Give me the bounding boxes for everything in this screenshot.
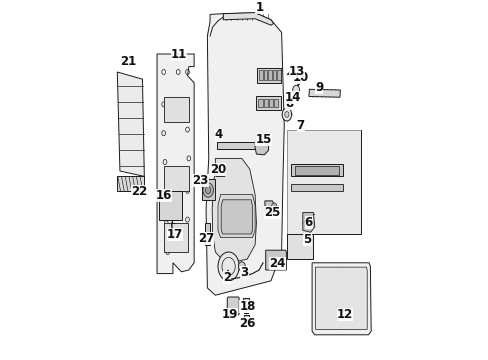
Text: 3: 3	[240, 266, 248, 279]
Text: 24: 24	[268, 257, 285, 270]
Text: 7: 7	[296, 119, 304, 132]
Text: 23: 23	[192, 174, 208, 187]
Text: 11: 11	[170, 48, 186, 61]
Text: 27: 27	[197, 232, 213, 245]
Circle shape	[292, 85, 299, 95]
Polygon shape	[272, 70, 275, 80]
Polygon shape	[258, 99, 262, 107]
Text: 2: 2	[223, 271, 231, 284]
Polygon shape	[263, 99, 267, 107]
Circle shape	[271, 203, 276, 210]
Polygon shape	[215, 165, 224, 176]
Polygon shape	[159, 191, 182, 220]
Polygon shape	[204, 223, 209, 245]
Polygon shape	[302, 212, 314, 232]
Polygon shape	[315, 267, 366, 329]
Text: 14: 14	[284, 91, 300, 104]
Circle shape	[238, 262, 245, 271]
Text: 6: 6	[304, 216, 312, 229]
FancyBboxPatch shape	[227, 297, 239, 315]
Text: 12: 12	[336, 308, 352, 321]
Text: 13: 13	[288, 65, 305, 78]
Polygon shape	[257, 68, 281, 83]
Circle shape	[203, 183, 213, 197]
Text: 25: 25	[264, 206, 280, 219]
Circle shape	[284, 112, 288, 117]
Polygon shape	[221, 200, 252, 234]
Polygon shape	[223, 13, 273, 25]
Text: 26: 26	[239, 317, 255, 330]
Polygon shape	[311, 263, 370, 335]
Text: 19: 19	[221, 308, 238, 321]
Polygon shape	[294, 166, 338, 175]
Polygon shape	[157, 54, 194, 274]
Polygon shape	[265, 250, 286, 270]
Text: 22: 22	[131, 185, 147, 198]
Polygon shape	[277, 70, 280, 80]
Polygon shape	[286, 234, 312, 259]
Polygon shape	[244, 315, 248, 323]
Text: 20: 20	[209, 163, 225, 176]
Polygon shape	[267, 70, 271, 80]
Text: 4: 4	[215, 129, 223, 141]
Polygon shape	[274, 99, 278, 107]
Polygon shape	[290, 184, 342, 191]
Polygon shape	[218, 194, 255, 238]
Text: 21: 21	[120, 55, 136, 68]
Text: 9: 9	[314, 81, 323, 94]
Text: 5: 5	[303, 233, 311, 246]
Polygon shape	[243, 298, 249, 309]
Polygon shape	[286, 130, 360, 234]
Polygon shape	[216, 142, 265, 149]
Text: 16: 16	[155, 189, 171, 202]
Polygon shape	[205, 13, 284, 295]
Circle shape	[205, 186, 210, 194]
Circle shape	[218, 252, 239, 281]
Polygon shape	[263, 70, 266, 80]
Text: 8: 8	[285, 97, 292, 110]
Circle shape	[282, 108, 291, 121]
Polygon shape	[286, 130, 360, 234]
Text: 1: 1	[255, 1, 263, 14]
Polygon shape	[117, 72, 144, 176]
Text: 15: 15	[255, 133, 271, 146]
Polygon shape	[259, 70, 262, 80]
Polygon shape	[264, 201, 273, 212]
Polygon shape	[255, 135, 268, 155]
Polygon shape	[256, 96, 281, 110]
Polygon shape	[163, 166, 188, 191]
Polygon shape	[212, 158, 256, 263]
Polygon shape	[268, 99, 273, 107]
Polygon shape	[201, 179, 214, 200]
Text: 17: 17	[166, 228, 183, 241]
Polygon shape	[163, 97, 188, 122]
Polygon shape	[117, 176, 144, 191]
Polygon shape	[308, 89, 340, 97]
Polygon shape	[163, 223, 187, 252]
Text: 18: 18	[239, 300, 255, 313]
Polygon shape	[290, 164, 342, 176]
Text: 10: 10	[292, 71, 308, 84]
